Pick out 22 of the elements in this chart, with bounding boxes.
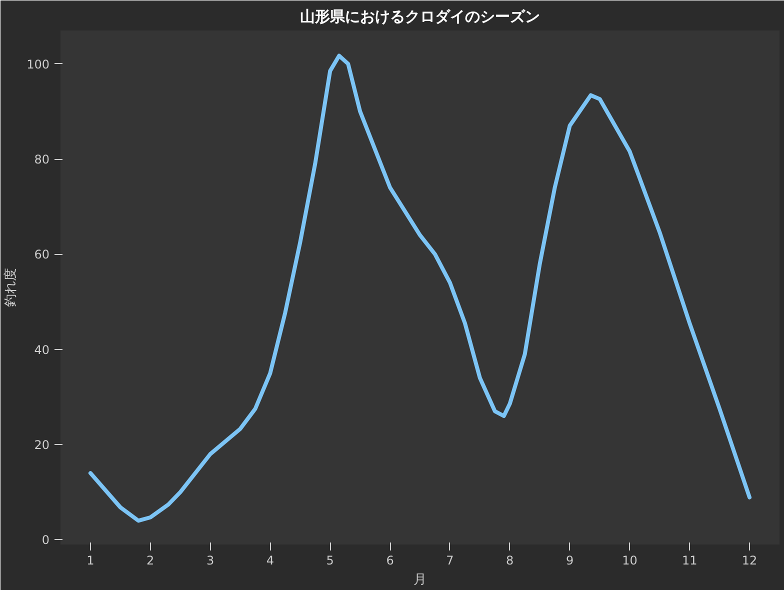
x-tick-label: 10 — [622, 554, 638, 568]
x-tick-label: 7 — [446, 554, 454, 568]
chart-title: 山形県におけるクロダイのシーズン — [300, 8, 540, 26]
y-tick-label: 20 — [34, 438, 50, 452]
line-series — [88, 54, 752, 523]
x-tick-label: 4 — [266, 554, 274, 568]
y-tick-label: 0 — [42, 533, 50, 548]
y-tick-label: 40 — [34, 342, 50, 357]
x-tick-label: 12 — [742, 554, 758, 568]
x-axis-title: 月 — [414, 572, 426, 588]
y-tick-label: 100 — [26, 57, 50, 72]
x-tick-label: 1 — [86, 554, 94, 568]
y-tick-label: 80 — [34, 152, 50, 166]
x-tick-label: 8 — [506, 554, 514, 568]
y-axis-title: 釣れ度 — [2, 268, 19, 307]
x-tick-label: 2 — [146, 554, 154, 568]
x-tick-label: 5 — [326, 554, 334, 568]
x-tick-label: 9 — [566, 554, 574, 568]
x-tick-label: 3 — [206, 554, 214, 568]
y-tick-label: 60 — [34, 248, 50, 262]
x-tick-label: 11 — [682, 554, 698, 568]
x-tick-label: 6 — [386, 554, 394, 568]
